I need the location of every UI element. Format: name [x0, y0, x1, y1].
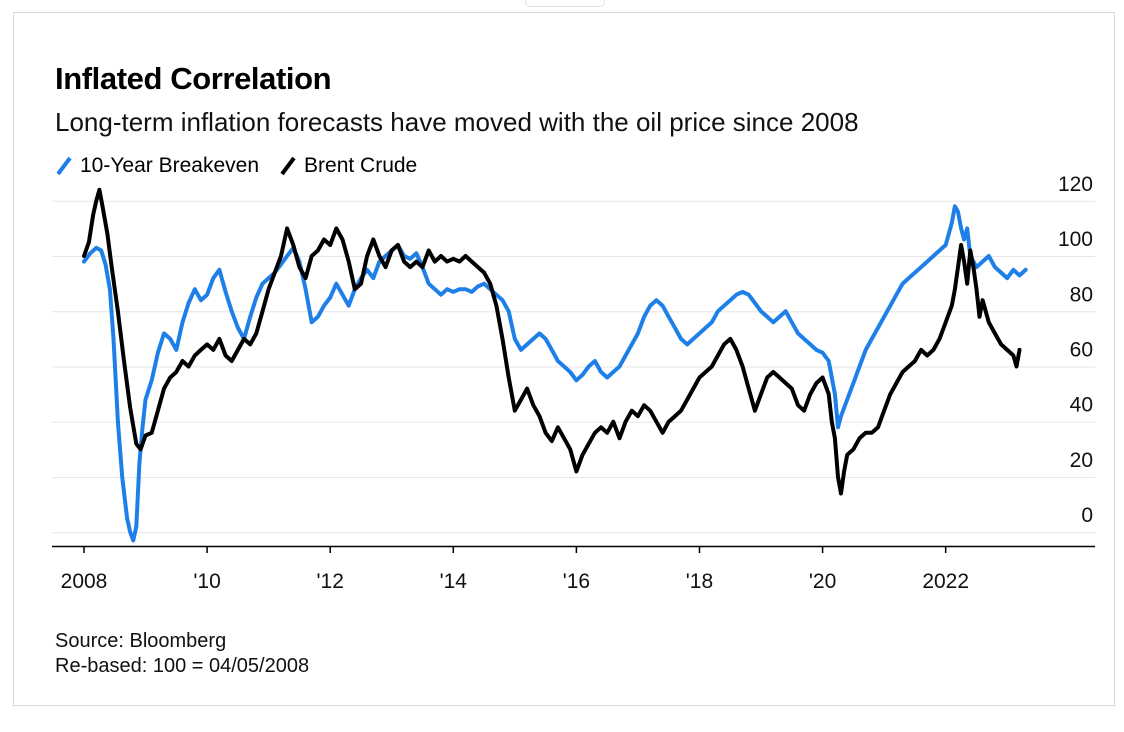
y-tick-label-0: 0	[1081, 504, 1093, 527]
x-tick-label-2014: '14	[440, 570, 468, 593]
chart-footnote: Source: Bloomberg Re-based: 100 = 04/05/…	[55, 629, 309, 679]
x-tick-label-2008: 2008	[61, 570, 108, 593]
chart-legend: 10-Year Breakeven Brent Crude	[55, 153, 437, 179]
legend-slash-breakeven	[56, 156, 72, 176]
x-tick-label-2012: '12	[317, 570, 344, 593]
x-tick-label-2022: 2022	[922, 570, 969, 593]
legend-swatch-breakeven	[55, 155, 73, 177]
x-tick-label-2010: '10	[193, 570, 220, 593]
chart-subtitle: Long-term inflation forecasts have moved…	[55, 107, 859, 137]
x-tick-label-2018: '18	[686, 570, 713, 593]
x-tick-label-2016: '16	[563, 570, 590, 593]
series-line-brent-crude	[82, 187, 1022, 496]
chart-title: Inflated Correlation	[55, 61, 332, 96]
y-tick-label-60: 60	[1070, 339, 1093, 362]
top-tab-handle	[525, 0, 605, 7]
y-tick-label-20: 20	[1070, 449, 1093, 472]
x-tick-label-2020: '20	[809, 570, 836, 593]
series-lines	[82, 187, 1028, 543]
legend-label-brent: Brent Crude	[304, 154, 418, 177]
rebase-note: Re-based: 100 = 04/05/2008	[55, 655, 310, 677]
y-tick-label-100: 100	[1058, 228, 1093, 251]
legend-swatch-brent	[279, 155, 297, 177]
gridlines	[52, 200, 1095, 534]
y-tick-label-80: 80	[1070, 283, 1093, 306]
y-tick-label-120: 120	[1058, 173, 1093, 196]
axes: 0 20 40 60 80 100 120 2008 '10 '12 '14 '16 '18 '20 202…	[52, 173, 1095, 593]
series-line-10-year-breakeven	[82, 204, 1028, 543]
y-tick-label-40: 40	[1070, 394, 1093, 417]
legend-slash-brent	[280, 156, 296, 176]
legend-item-breakeven: 10-Year Breakeven	[55, 154, 259, 178]
source-note: Source: Bloomberg	[55, 630, 227, 652]
chart-card	[13, 12, 1115, 706]
legend-label-breakeven: 10-Year Breakeven	[80, 154, 260, 177]
legend-item-brent: Brent Crude	[279, 154, 417, 178]
